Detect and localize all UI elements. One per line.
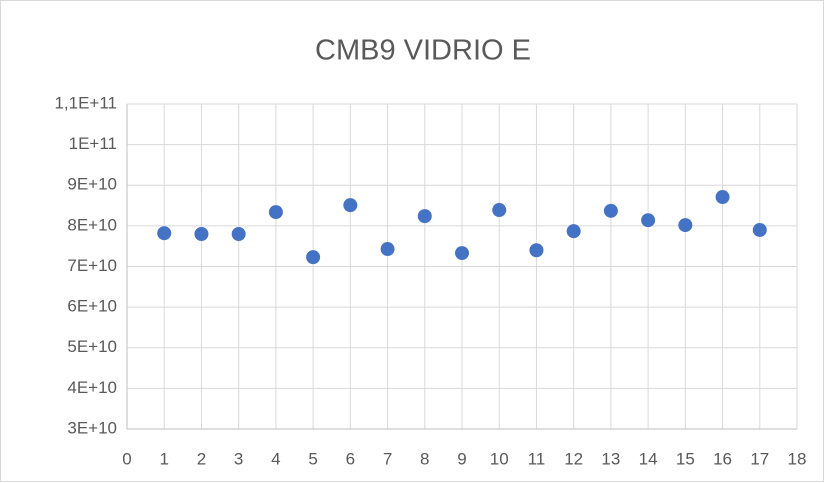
point bbox=[715, 190, 730, 205]
x-tick-label: 14 bbox=[639, 449, 658, 468]
y-tick-label: 7E+10 bbox=[67, 256, 117, 275]
x-tick-label: 5 bbox=[308, 449, 317, 468]
point bbox=[380, 242, 395, 257]
x-tick-label: 13 bbox=[601, 449, 620, 468]
x-tick-label: 6 bbox=[346, 449, 355, 468]
point bbox=[417, 209, 432, 224]
x-tick-label: 18 bbox=[788, 449, 807, 468]
point bbox=[157, 226, 172, 241]
point bbox=[641, 213, 656, 228]
y-tick-label: 1E+11 bbox=[69, 134, 117, 153]
point bbox=[343, 198, 358, 213]
y-tick-label: 1,1E+11 bbox=[54, 93, 117, 112]
point bbox=[603, 203, 618, 218]
point bbox=[231, 227, 246, 241]
x-tick-label: 8 bbox=[420, 449, 429, 468]
y-tick-label: 8E+10 bbox=[67, 215, 117, 234]
point bbox=[268, 205, 283, 220]
x-tick-label: 12 bbox=[564, 449, 583, 468]
x-tick-label: 2 bbox=[197, 449, 206, 468]
y-tick-label: 3E+10 bbox=[67, 418, 117, 437]
point bbox=[529, 243, 544, 258]
point bbox=[194, 227, 209, 241]
x-tick-label: 1 bbox=[159, 449, 168, 468]
point bbox=[306, 250, 321, 265]
point bbox=[752, 222, 767, 237]
point bbox=[678, 218, 693, 233]
x-tick-label: 11 bbox=[528, 449, 546, 468]
x-tick-label: 9 bbox=[457, 449, 466, 468]
chart-title: CMB9 VIDRIO E bbox=[315, 35, 531, 67]
x-tick-label: 16 bbox=[713, 449, 732, 468]
y-tick-label: 5E+10 bbox=[67, 337, 117, 356]
x-tick-label: 3 bbox=[234, 449, 243, 468]
y-tick-label: 4E+10 bbox=[67, 378, 117, 397]
y-tick-label: 9E+10 bbox=[67, 175, 117, 194]
x-tick-label: 0 bbox=[122, 449, 131, 468]
y-tick-label: 6E+10 bbox=[67, 297, 117, 316]
x-tick-label: 7 bbox=[383, 449, 392, 468]
x-tick-label: 10 bbox=[490, 449, 509, 468]
point bbox=[455, 246, 469, 261]
x-tick-label: 4 bbox=[271, 449, 280, 468]
x-tick-label: 17 bbox=[750, 449, 769, 468]
point bbox=[492, 203, 507, 218]
x-tick-label: 15 bbox=[676, 449, 695, 468]
point bbox=[566, 224, 581, 239]
